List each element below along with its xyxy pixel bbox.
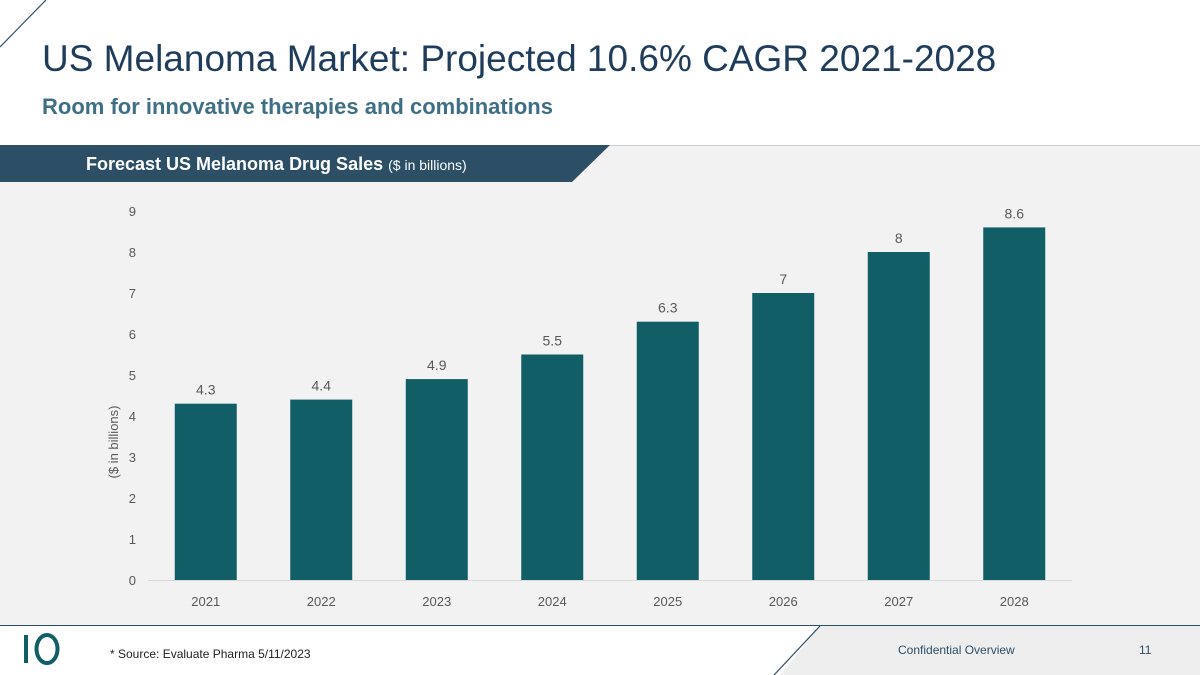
x-tick-label: 2022: [307, 594, 336, 609]
bar-value-label: 8.6: [1005, 205, 1025, 221]
bar: [521, 354, 584, 580]
bar-value-label: 4.4: [312, 378, 332, 394]
slide-title: US Melanoma Market: Projected 10.6% CAGR…: [42, 38, 997, 79]
x-tick-label: 2025: [653, 594, 682, 609]
y-tick-label: 5: [129, 368, 136, 383]
source-note: * Source: Evaluate Pharma 5/11/2023: [110, 647, 311, 661]
chart-title: Forecast US Melanoma Drug Sales: [86, 154, 384, 174]
slide-subtitle: Room for innovative therapies and combin…: [42, 94, 553, 119]
bar-chart: 0 1 2 3 4 5 6 7 8 9 ($ in billions) 4.3 2021 4.4 2022 4…: [106, 204, 1072, 609]
bar: [174, 403, 237, 580]
x-tick-label: 2023: [422, 594, 451, 609]
chart-banner-text: Forecast US Melanoma Drug Sales ($ in bi…: [86, 154, 467, 175]
confidential-label: Confidential Overview: [898, 643, 1015, 657]
bar: [752, 293, 815, 580]
y-tick-label: 1: [129, 532, 136, 547]
chart-unit: ($ in billions): [388, 157, 467, 173]
x-tick-label: 2021: [191, 594, 220, 609]
bar: [983, 227, 1046, 580]
x-tick-label: 2026: [769, 594, 798, 609]
footer-divider: [0, 625, 1200, 626]
bar-value-label: 8: [895, 230, 903, 246]
bar-value-label: 4.3: [196, 382, 216, 398]
footer-diagonal: [773, 626, 821, 675]
bar-value-label: 6.3: [658, 300, 678, 316]
bar: [867, 252, 930, 580]
x-tick-label: 2024: [538, 594, 567, 609]
y-tick-label: 3: [129, 450, 136, 465]
x-tick-label: 2028: [1000, 594, 1029, 609]
y-axis-title: ($ in billions): [106, 406, 121, 479]
company-logo: [24, 633, 60, 665]
y-tick-label: 9: [129, 204, 136, 219]
corner-decoration: [0, 0, 47, 48]
bar: [290, 399, 353, 580]
x-tick-label: 2027: [884, 594, 913, 609]
bar-value-label: 7: [779, 271, 787, 287]
bar: [405, 379, 468, 580]
bar: [636, 321, 699, 580]
y-tick-label: 2: [129, 491, 136, 506]
footer-panel: [780, 626, 1200, 675]
y-tick-label: 4: [129, 409, 136, 424]
y-tick-label: 7: [129, 286, 136, 301]
y-tick-label: 6: [129, 327, 136, 342]
bar-value-label: 5.5: [543, 333, 563, 349]
y-tick-label: 0: [129, 573, 136, 588]
chart-banner: [0, 145, 610, 182]
y-tick-label: 8: [129, 245, 136, 260]
bar-value-label: 4.9: [427, 357, 447, 373]
page-number: 11: [1139, 643, 1152, 657]
